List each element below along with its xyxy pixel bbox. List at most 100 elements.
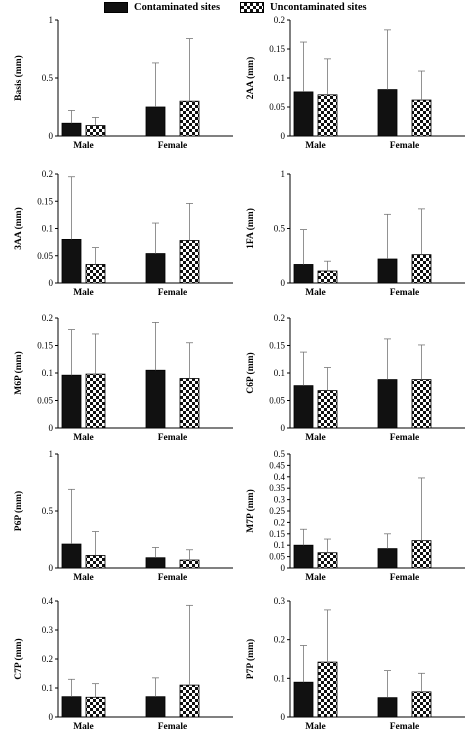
bar-uncontaminated [411,540,432,569]
y-tick-label: 0.1 [42,683,53,693]
y-tick-label: 0.25 [269,506,285,516]
bar-contaminated [293,91,314,137]
bar-uncontaminated [411,99,432,137]
y-tick-label: 0.15 [269,341,285,351]
chart-panel: 0 0.1 0.2 0.3 0.4 C7P (mm) Male Female [13,596,233,730]
bar-uncontaminated [317,270,338,284]
chart-panel: 0 0.05 0.1 0.15 0.2 C6P (mm) Male Female [245,313,465,443]
bar-uncontaminated [85,696,106,718]
y-tick-label: 0.4 [42,596,54,606]
bar-contaminated [293,681,314,718]
bar-contaminated [377,697,398,718]
y-tick-label: 0 [281,131,286,141]
bar-contaminated [293,385,314,429]
x-category-label: Female [390,288,420,298]
y-tick-label: 0.05 [37,251,53,261]
y-tick-label: 0.1 [274,368,285,378]
y-tick-label: 1 [49,15,54,25]
bar-contaminated [145,253,166,284]
bar-uncontaminated [179,559,200,569]
x-category-label: Female [158,433,188,443]
y-tick-label: 0.1 [274,73,285,83]
x-category-label: Male [73,722,94,730]
x-category-label: Male [305,288,326,298]
x-category-label: Female [390,433,420,443]
y-axis-title: M6P (mm) [13,351,24,395]
y-tick-label: 0.2 [42,169,53,179]
y-tick-label: 0 [281,712,286,722]
chart-panel: 0 0.05 0.1 0.15 0.2 3AA (mm) Male Female [13,169,233,298]
bar-contaminated [145,557,166,569]
bar-uncontaminated [317,390,338,429]
x-category-label: Male [73,288,94,298]
legend-swatch-contaminated [104,1,128,13]
bar-uncontaminated [411,379,432,429]
x-category-label: Male [73,141,94,151]
y-axis-title: P7P (mm) [245,639,256,679]
y-tick-label: 0.5 [274,449,286,459]
y-tick-label: 0.05 [269,396,285,406]
y-tick-label: 0 [281,278,286,288]
bar-uncontaminated [179,240,200,284]
y-axis-title: 1FA (mm) [245,208,256,249]
y-tick-label: 0.05 [269,102,285,112]
chart-panel: 0 0.5 1 1FA (mm) Male Female [245,169,465,298]
x-category-label: Female [158,722,188,730]
x-category-label: Female [158,141,188,151]
bar-uncontaminated [317,552,338,569]
y-axis-title: C6P (mm) [245,352,256,393]
y-tick-label: 0 [49,423,54,433]
legend-label-contaminated: Contaminated sites [134,1,221,13]
x-category-label: Male [305,433,326,443]
bar-contaminated [293,264,314,284]
y-tick-label: 0.1 [274,540,285,550]
bar-contaminated [145,696,166,718]
bar-contaminated [61,122,82,137]
bar-uncontaminated [317,661,338,718]
y-axis-title: 3AA (mm) [13,207,24,249]
x-category-label: Female [390,141,420,151]
bar-contaminated [377,379,398,429]
chart-panel: 0 0.05 0.1 0.15 0.2 M6P (mm) Male Female [13,313,233,443]
y-tick-label: 0.3 [274,495,286,505]
x-category-label: Male [73,573,94,583]
y-tick-label: 0.15 [269,44,285,54]
y-tick-label: 0.2 [274,313,285,323]
bar-contaminated [293,544,314,569]
y-tick-label: 0.5 [42,73,54,83]
y-axis-title: P6P (mm) [13,491,24,531]
bar-uncontaminated [179,100,200,137]
x-category-label: Male [305,141,326,151]
y-tick-label: 0.05 [37,396,53,406]
bar-contaminated [145,369,166,429]
bar-uncontaminated [85,555,106,569]
bar-uncontaminated [411,691,432,718]
legend-swatch-uncontaminated [240,1,265,13]
x-category-label: Female [390,722,420,730]
y-tick-label: 0.15 [37,341,53,351]
y-tick-label: 0 [49,712,54,722]
y-tick-label: 0.1 [42,368,53,378]
bar-uncontaminated [85,373,106,429]
x-category-label: Male [305,573,326,583]
legend: Contaminated sites Uncontaminated sites [104,0,387,14]
bar-contaminated [61,238,82,284]
y-tick-label: 0 [49,278,54,288]
y-tick-label: 0.3 [42,625,54,635]
y-tick-label: 0.2 [42,313,53,323]
x-category-label: Female [158,573,188,583]
bar-contaminated [61,543,82,569]
bar-contaminated [61,696,82,718]
y-tick-label: 0.1 [274,673,285,683]
bar-uncontaminated [85,125,106,137]
bar-uncontaminated [411,254,432,284]
y-tick-label: 0.5 [274,224,286,234]
y-axis-title: C7P (mm) [13,638,24,679]
y-tick-label: 0.45 [269,460,285,470]
y-axis-title: M7P (mm) [245,489,256,533]
y-tick-label: 0 [281,563,286,573]
y-tick-label: 0.05 [269,552,285,562]
x-category-label: Female [158,288,188,298]
bar-contaminated [377,548,398,569]
